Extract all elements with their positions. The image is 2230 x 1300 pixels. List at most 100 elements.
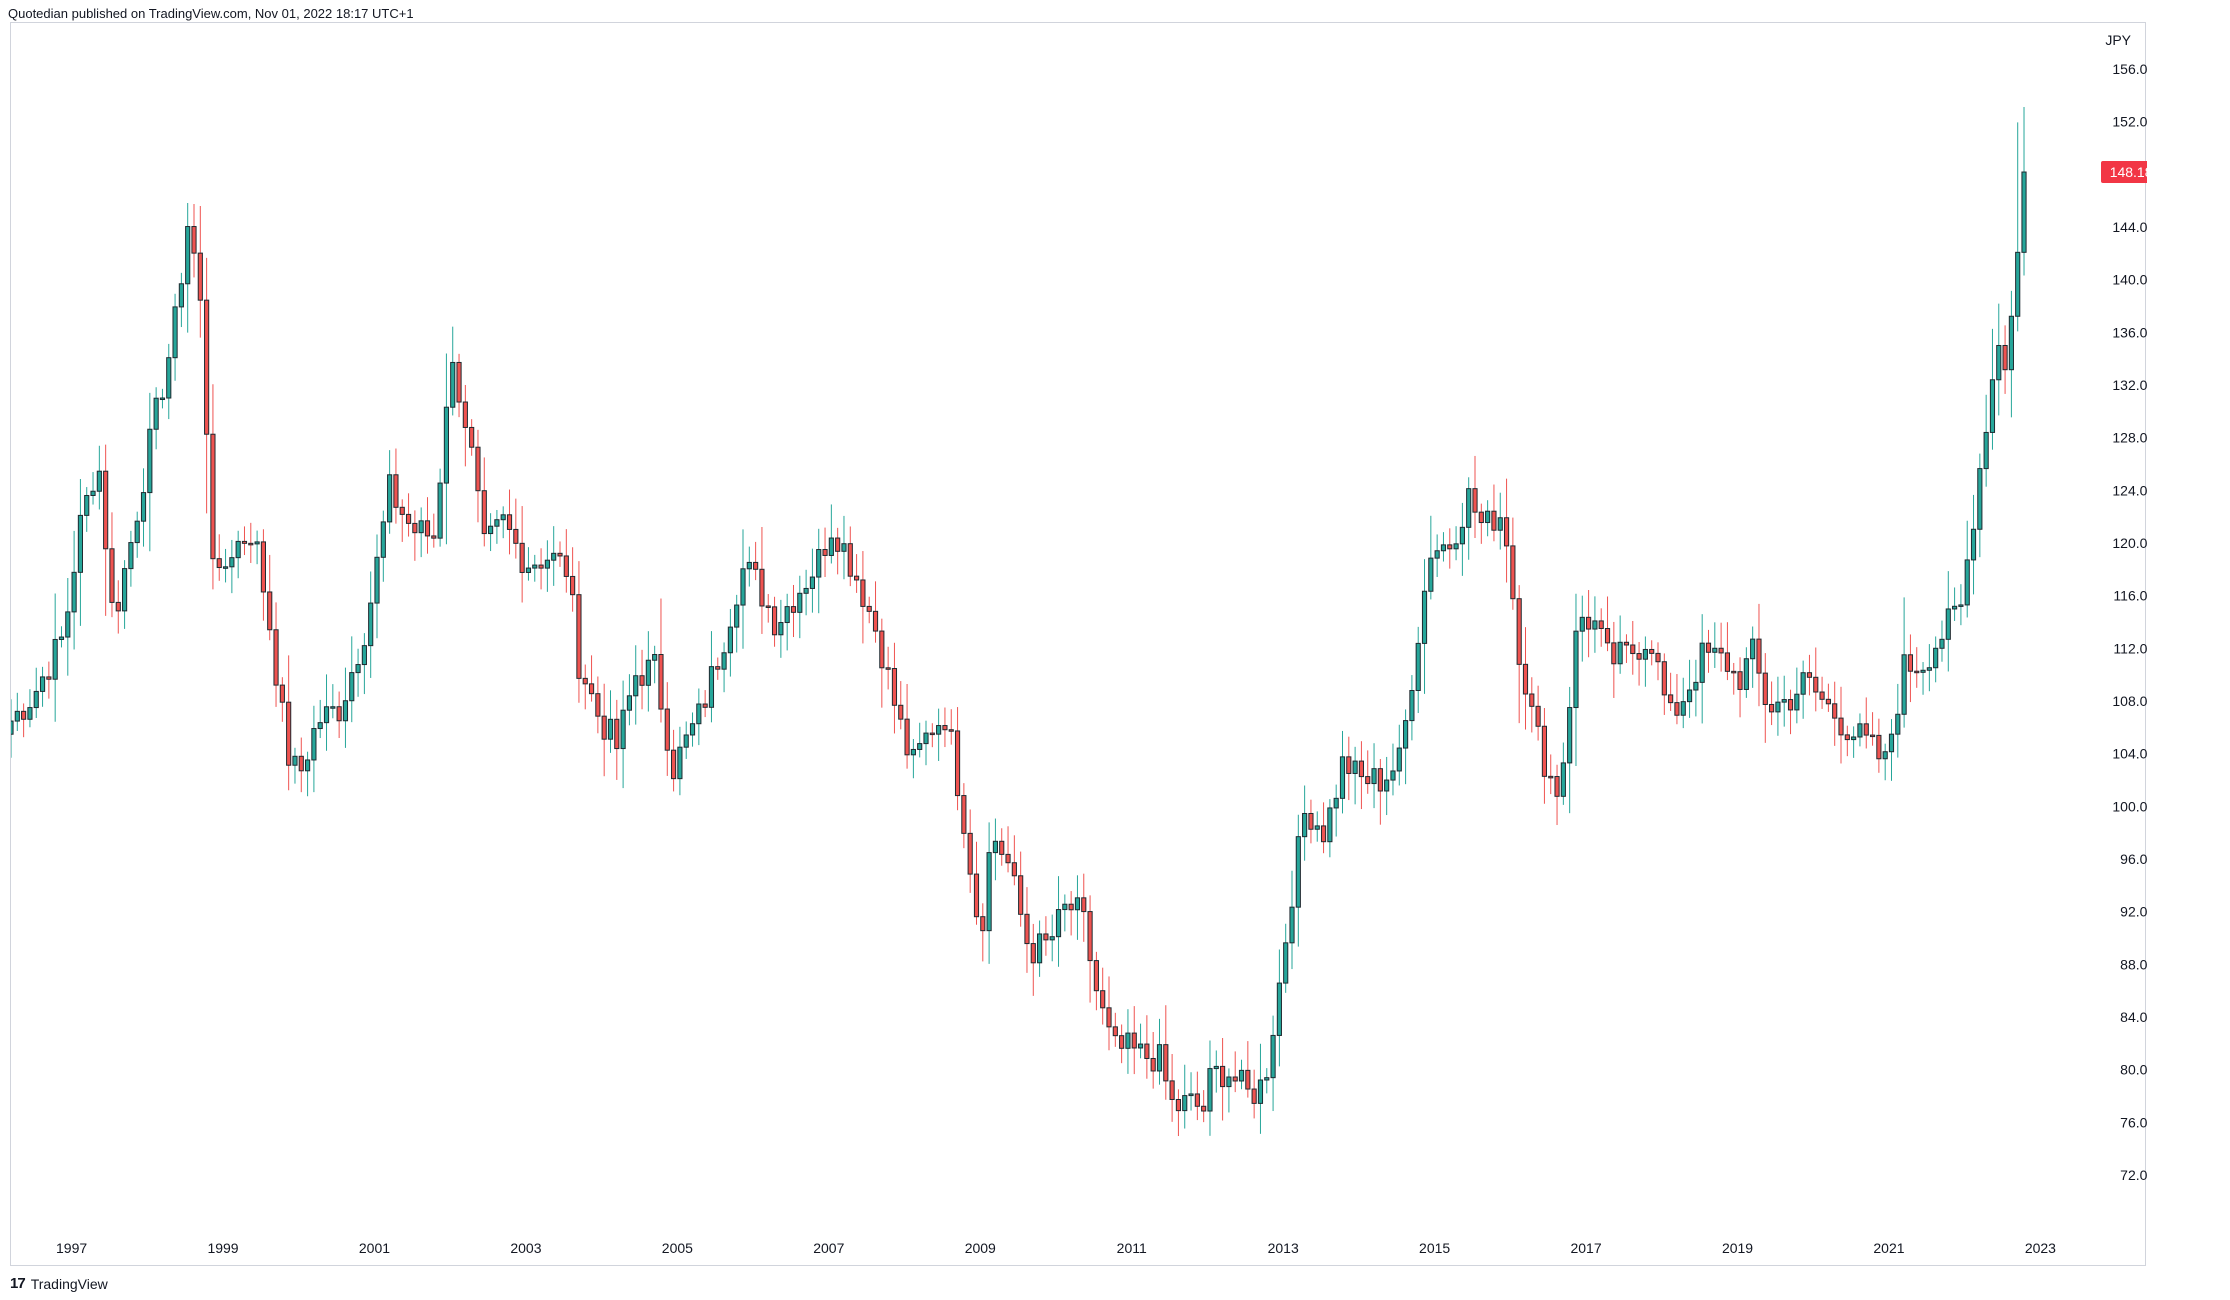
candle-down xyxy=(1144,1043,1150,1059)
candle-down xyxy=(115,601,121,612)
candle-up xyxy=(166,357,172,399)
candle-up xyxy=(1983,431,1989,470)
tradingview-footer[interactable]: 17 TradingView xyxy=(10,1275,108,1292)
candle-up xyxy=(1939,638,1945,649)
candle-down xyxy=(260,541,266,593)
candle-down xyxy=(557,552,563,557)
candle-up xyxy=(1074,897,1081,911)
candle-down xyxy=(1661,661,1667,696)
candle-up xyxy=(1327,807,1333,843)
candle-up xyxy=(1573,630,1579,709)
candle-down xyxy=(1245,1069,1251,1090)
candle-up xyxy=(1302,812,1308,838)
candle-up xyxy=(159,397,166,401)
candlestick-chart[interactable]: 72.000 76.000 80.000 84.000 88.000 92.000 96.0… xyxy=(11,23,2147,1267)
price-tick-label: 144.000 xyxy=(2112,219,2147,235)
candle-up xyxy=(734,604,740,628)
candle-down xyxy=(1194,1093,1200,1107)
last-price-badge-bg xyxy=(2101,161,2147,184)
candle-up xyxy=(1560,762,1566,797)
candle-down xyxy=(1825,698,1831,705)
candle-up xyxy=(1964,559,1970,606)
price-tick-label: 136.000 xyxy=(2112,324,2147,340)
candle-up xyxy=(1958,604,1964,607)
time-axis[interactable]: 1997 1999 2001 2003 2005 2007 2009 2011 2013 2015… xyxy=(56,1240,2056,1256)
candle-down xyxy=(1308,812,1314,830)
candle-up xyxy=(1213,1065,1219,1070)
year-tick-label: 2007 xyxy=(813,1240,844,1256)
candle-up xyxy=(1055,909,1062,938)
candle-up xyxy=(1945,608,1951,640)
price-tick-label: 140.000 xyxy=(2112,272,2147,288)
candle-up xyxy=(1712,647,1718,653)
candle-up xyxy=(305,759,311,772)
candle-down xyxy=(929,732,935,736)
candle-down xyxy=(1346,756,1352,774)
year-tick-label: 2009 xyxy=(965,1240,996,1256)
candle-up xyxy=(1270,1034,1276,1079)
year-tick-label: 2001 xyxy=(359,1240,390,1256)
candle-up xyxy=(380,521,386,558)
candle-up xyxy=(1775,701,1781,713)
candle-down xyxy=(462,401,468,428)
candle-down xyxy=(1150,1057,1156,1072)
candle-down xyxy=(273,629,279,686)
candle-down xyxy=(790,606,797,613)
candle-down xyxy=(1377,768,1383,792)
candle-up xyxy=(1421,590,1428,644)
candle-up xyxy=(1680,701,1686,716)
candle-down xyxy=(1320,825,1327,843)
candle-down xyxy=(601,715,607,740)
candle-down xyxy=(412,522,418,534)
candle-up xyxy=(1314,825,1320,830)
candle-up xyxy=(418,520,424,534)
price-tick-label: 96.000 xyxy=(2120,851,2147,867)
candle-down xyxy=(1819,691,1825,700)
candle-up xyxy=(1642,648,1648,660)
candle-up xyxy=(1952,605,1958,610)
candle-down xyxy=(1112,1026,1118,1037)
candle-down xyxy=(1011,862,1017,877)
candle-down xyxy=(885,667,891,670)
candle-down xyxy=(891,668,898,706)
candle-down xyxy=(210,433,216,560)
candle-up xyxy=(1970,528,1977,561)
candle-down xyxy=(1611,642,1617,665)
candle-up xyxy=(185,226,191,285)
candle-up xyxy=(229,557,235,568)
candle-down xyxy=(999,840,1005,855)
candle-down xyxy=(563,555,569,577)
publisher-header: Quotedian published on TradingView.com, … xyxy=(8,6,414,21)
candle-down xyxy=(286,701,292,766)
candle-up xyxy=(1226,1076,1232,1088)
candle-up xyxy=(349,672,355,702)
candle-down xyxy=(1472,488,1478,513)
candle-down xyxy=(1649,648,1655,654)
candle-down xyxy=(469,426,475,448)
candle-down xyxy=(538,564,544,569)
candle-up xyxy=(683,734,689,748)
candle-up xyxy=(1466,488,1472,528)
price-tick-label: 108.000 xyxy=(2112,693,2147,709)
candle-down xyxy=(1201,1105,1207,1112)
candle-up xyxy=(235,540,241,559)
candle-up xyxy=(532,564,538,569)
candle-up xyxy=(11,720,14,735)
candle-up xyxy=(1371,768,1377,785)
candle-down xyxy=(21,710,27,720)
candle-down xyxy=(759,568,765,607)
candle-up xyxy=(626,695,633,711)
candle-up xyxy=(727,626,733,654)
candle-up xyxy=(1415,642,1421,692)
price-axis[interactable]: 72.000 76.000 80.000 84.000 88.000 92.000 96.0… xyxy=(2112,61,2147,1183)
candle-up xyxy=(1686,689,1693,703)
candle-up xyxy=(1403,720,1409,749)
candle-down xyxy=(898,704,904,720)
candle-down xyxy=(1668,694,1674,704)
candle-up xyxy=(1901,654,1907,715)
candle-down xyxy=(1251,1088,1257,1104)
chart-frame[interactable]: 72.000 76.000 80.000 84.000 88.000 92.000 96.0… xyxy=(10,22,2147,1267)
candle-up xyxy=(551,552,557,561)
candle-down xyxy=(279,684,285,703)
candle-up xyxy=(1257,1079,1264,1104)
